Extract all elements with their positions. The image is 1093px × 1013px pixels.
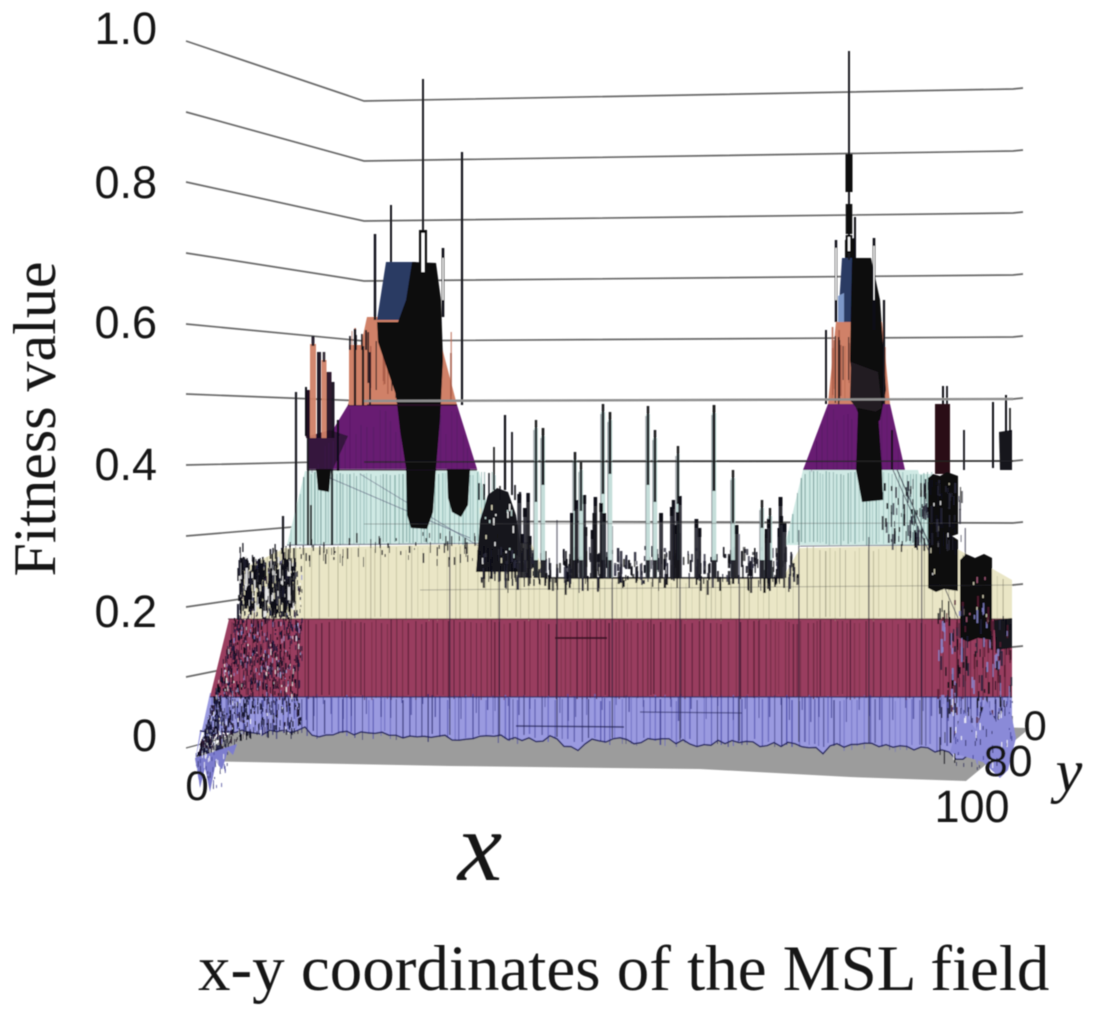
svg-text:100: 100 [934, 781, 1009, 832]
svg-text:0.6: 0.6 [94, 297, 157, 348]
svg-text:x: x [456, 791, 502, 902]
svg-text:0: 0 [132, 710, 157, 761]
svg-text:0.2: 0.2 [94, 586, 157, 637]
svg-text:0: 0 [185, 762, 208, 809]
svg-text:0.8: 0.8 [94, 157, 157, 208]
svg-text:80: 80 [984, 737, 1033, 786]
svg-text:Fitness value: Fitness value [2, 262, 68, 577]
svg-text:0: 0 [1023, 702, 1046, 749]
svg-text:x-y coordinates of the MSL fie: x-y coordinates of the MSL field [198, 933, 1049, 1005]
svg-text:1.0: 1.0 [94, 3, 157, 54]
svg-text:0.4: 0.4 [94, 439, 157, 490]
svg-text:y: y [1050, 738, 1083, 804]
